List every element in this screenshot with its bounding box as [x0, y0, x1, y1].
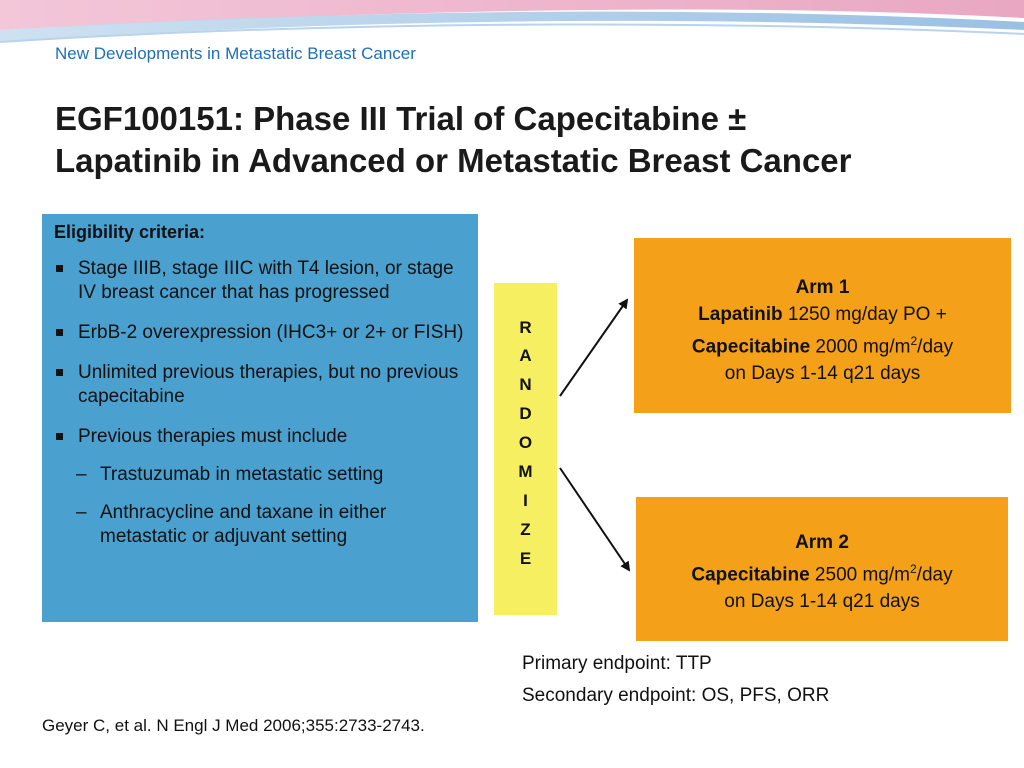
- arm-2-dose-1-tail: /day: [916, 564, 953, 586]
- arm-1-dose-2-tail: /day: [917, 336, 954, 358]
- arm-1-superscript: 2: [910, 334, 918, 348]
- eligibility-heading: Eligibility criteria:: [54, 222, 206, 242]
- eligibility-item: Stage IIIB, stage IIIC with T4 lesion, o…: [54, 257, 468, 305]
- primary-endpoint: Primary endpoint: TTP: [522, 653, 712, 674]
- title-line-1: EGF100151: Phase III Trial of Capecitabi…: [55, 100, 747, 137]
- arm-1-box: Arm 1 Lapatinib 1250 mg/day PO + Capecit…: [634, 238, 1011, 413]
- dash-bullet-icon: –: [76, 464, 87, 485]
- randomize-letter: D: [519, 404, 532, 423]
- title-line-2: Lapatinib in Advanced or Metastatic Brea…: [55, 142, 852, 179]
- arm-1-drug-2: Capecitabine: [691, 336, 811, 358]
- arm-2-schedule: on Days 1-14 q21 days: [724, 591, 920, 613]
- citation: Geyer C, et al. N Engl J Med 2006;355:27…: [42, 716, 425, 735]
- eligibility-item-text: Stage IIIB, stage IIIC with T4 lesion, o…: [78, 258, 454, 303]
- eligibility-criteria-box: Eligibility criteria: Stage IIIB, stage …: [42, 214, 478, 622]
- randomize-letter: A: [519, 346, 532, 365]
- eligibility-item-text: Unlimited previous therapies, but no pre…: [78, 362, 459, 407]
- arm-2-superscript: 2: [909, 562, 917, 576]
- arm-1-line-1: Lapatinib 1250 mg/day PO +: [634, 301, 1011, 328]
- square-bullet-icon: [56, 265, 63, 272]
- eligibility-item-text: Previous therapies must include: [78, 426, 348, 447]
- arm-2-box: Arm 2 Capecitabine 2500 mg/m2/day on Day…: [636, 497, 1008, 641]
- arm-2-drug-1: Capecitabine: [691, 564, 810, 586]
- eligibility-item-text: ErbB-2 overexpression (IHC3+ or 2+ or FI…: [78, 322, 464, 343]
- arm-1-schedule: on Days 1-14 q21 days: [724, 363, 921, 385]
- arm-2-title: Arm 2: [795, 532, 849, 553]
- eligibility-item: ErbB-2 overexpression (IHC3+ or 2+ or FI…: [54, 321, 468, 345]
- eligibility-item: Previous therapies must include – Trastu…: [54, 425, 468, 549]
- randomize-letter: R: [519, 318, 532, 337]
- slide-title: EGF100151: Phase III Trial of Capecitabi…: [55, 98, 1005, 182]
- randomize-letter: I: [523, 491, 528, 510]
- arrow-to-arm1: [559, 298, 629, 397]
- arm-2-line-1: Capecitabine 2500 mg/m2/day: [636, 556, 1008, 588]
- secondary-endpoint: Secondary endpoint: OS, PFS, ORR: [522, 685, 830, 706]
- eligibility-list: Stage IIIB, stage IIIC with T4 lesion, o…: [54, 257, 468, 549]
- eligibility-subitem: – Trastuzumab in metastatic setting: [54, 463, 468, 487]
- randomize-letter: E: [519, 549, 532, 568]
- arm-1-dose-2: 2000 mg/m: [810, 336, 911, 358]
- arm-2-dose-1: 2500 mg/m: [809, 564, 910, 586]
- eligibility-subitem: – Anthracycline and taxane in either met…: [54, 501, 468, 549]
- eligibility-sublist: – Trastuzumab in metastatic setting – An…: [76, 463, 468, 549]
- square-bullet-icon: [56, 433, 63, 440]
- eligibility-item: Unlimited previous therapies, but no pre…: [54, 361, 468, 409]
- eligibility-subitem-text: Trastuzumab in metastatic setting: [100, 464, 384, 485]
- arm-1-title: Arm 1: [795, 277, 850, 298]
- presentation-subtitle: New Developments in Metastatic Breast Ca…: [55, 44, 416, 63]
- arm-1-line-2: Capecitabine 2000 mg/m2/day: [634, 328, 1011, 360]
- arrow-to-arm2: [559, 467, 631, 572]
- square-bullet-icon: [56, 329, 63, 336]
- arm-1-dose-1: 1250 mg/day PO +: [782, 304, 947, 325]
- randomize-letter: O: [518, 433, 533, 452]
- dash-bullet-icon: –: [76, 502, 87, 523]
- eligibility-subitem-text: Anthracycline and taxane in either metas…: [100, 502, 387, 547]
- header-wave-decoration: [0, 0, 1024, 43]
- arm-1-drug-1: Lapatinib: [698, 304, 783, 325]
- randomize-letter: Z: [520, 520, 531, 539]
- randomize-box: R A N D O M I Z E: [494, 283, 557, 615]
- randomize-letter: N: [519, 375, 532, 394]
- randomize-letter: M: [518, 462, 533, 481]
- square-bullet-icon: [56, 369, 63, 376]
